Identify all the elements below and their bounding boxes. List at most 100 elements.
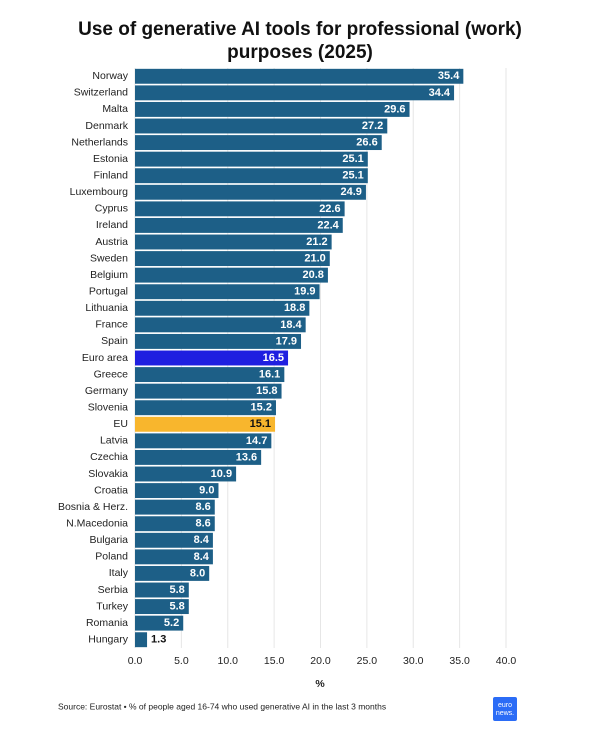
value-label: 5.8 <box>169 584 184 596</box>
x-tick-label: 15.0 <box>264 655 285 667</box>
bar <box>135 118 388 134</box>
bar <box>135 333 302 349</box>
bar <box>135 68 464 84</box>
y-tick-label: EU <box>113 418 128 430</box>
bar <box>135 201 345 217</box>
bar <box>135 101 410 117</box>
value-label: 15.1 <box>250 418 271 430</box>
y-tick-label: Cyprus <box>95 203 128 215</box>
y-tick-label: Greece <box>94 368 129 380</box>
y-tick-label: Slovakia <box>88 468 128 480</box>
value-label: 34.4 <box>429 87 451 99</box>
x-tick-label: 40.0 <box>496 655 517 667</box>
bar <box>135 416 276 432</box>
bar <box>135 317 306 333</box>
bar <box>135 300 310 316</box>
value-label: 15.2 <box>251 402 272 414</box>
bar <box>135 433 272 449</box>
y-tick-label: Serbia <box>98 584 129 596</box>
value-label: 22.4 <box>317 219 339 231</box>
bar <box>135 532 213 548</box>
y-tick-label: Netherlands <box>71 136 128 148</box>
y-tick-label: France <box>95 319 128 331</box>
logo-text: euro <box>498 702 512 709</box>
y-tick-label: Austria <box>95 236 128 248</box>
bar <box>135 615 184 631</box>
y-tick-label: Croatia <box>94 484 128 496</box>
bar <box>135 632 148 648</box>
value-label: 15.8 <box>256 385 277 397</box>
y-tick-label: Poland <box>95 551 128 563</box>
y-tick-label: Sweden <box>90 252 128 264</box>
value-label: 8.6 <box>195 518 210 530</box>
value-label: 1.3 <box>151 634 166 646</box>
x-tick-label: 30.0 <box>403 655 424 667</box>
y-tick-label: Denmark <box>85 120 128 132</box>
y-tick-label: Latvia <box>100 435 128 447</box>
value-label: 19.9 <box>294 286 315 298</box>
bar <box>135 549 213 565</box>
value-label: 25.1 <box>342 170 363 182</box>
logo-text: news. <box>496 710 514 717</box>
x-axis-label: % <box>315 678 325 690</box>
value-label: 5.8 <box>169 600 184 612</box>
bar <box>135 284 320 300</box>
value-label: 21.0 <box>304 252 325 264</box>
y-tick-label: Estonia <box>93 153 128 165</box>
bar <box>135 184 366 200</box>
value-label: 5.2 <box>164 617 179 629</box>
bar <box>135 449 262 465</box>
value-label: 8.4 <box>194 551 210 563</box>
x-tick-label: 25.0 <box>357 655 378 667</box>
bar <box>135 168 368 184</box>
y-tick-label: Czechia <box>90 451 128 463</box>
value-label: 27.2 <box>362 120 383 132</box>
logo-box <box>493 697 517 721</box>
value-label: 18.8 <box>284 302 305 314</box>
bar <box>135 599 189 615</box>
bar <box>135 85 455 101</box>
y-tick-label: Bulgaria <box>89 534 128 546</box>
bar <box>135 499 215 515</box>
y-tick-label: Norway <box>92 70 128 82</box>
y-tick-label: Euro area <box>82 352 128 364</box>
y-tick-label: Romania <box>86 617 128 629</box>
value-label: 26.6 <box>356 136 377 148</box>
x-tick-label: 5.0 <box>174 655 189 667</box>
value-label: 10.9 <box>211 468 232 480</box>
bar <box>135 516 215 532</box>
bar <box>135 251 330 267</box>
x-tick-label: 10.0 <box>218 655 239 667</box>
value-label: 21.2 <box>306 236 327 248</box>
value-label: 25.1 <box>342 153 363 165</box>
value-label: 17.9 <box>276 335 297 347</box>
value-label: 29.6 <box>384 103 405 115</box>
y-tick-label: Germany <box>85 385 129 397</box>
y-tick-label: Turkey <box>96 600 128 612</box>
bar <box>135 582 189 598</box>
value-label: 8.4 <box>194 534 210 546</box>
value-label: 16.5 <box>263 352 284 364</box>
value-label: 16.1 <box>259 368 280 380</box>
y-tick-label: Malta <box>102 103 128 115</box>
source: Source: Eurostat • % of people aged 16-7… <box>58 701 386 711</box>
value-label: 22.6 <box>319 203 340 215</box>
value-label: 8.6 <box>195 501 210 513</box>
bar <box>135 466 237 482</box>
x-tick-label: 0.0 <box>128 655 143 667</box>
bar <box>135 383 282 399</box>
y-tick-label: Luxembourg <box>70 186 129 198</box>
y-tick-label: Bosnia & Herz. <box>58 501 128 513</box>
y-tick-label: Finland <box>94 169 129 181</box>
bar <box>135 565 210 581</box>
y-tick-label: Ireland <box>96 219 128 231</box>
y-tick-label: Lithuania <box>85 302 128 314</box>
y-tick-label: Switzerland <box>74 87 128 99</box>
y-tick-label: Slovenia <box>88 401 128 413</box>
value-label: 20.8 <box>302 269 323 281</box>
y-tick-label: N.Macedonia <box>66 517 128 529</box>
bar <box>135 400 276 416</box>
y-tick-label: Belgium <box>90 269 128 281</box>
